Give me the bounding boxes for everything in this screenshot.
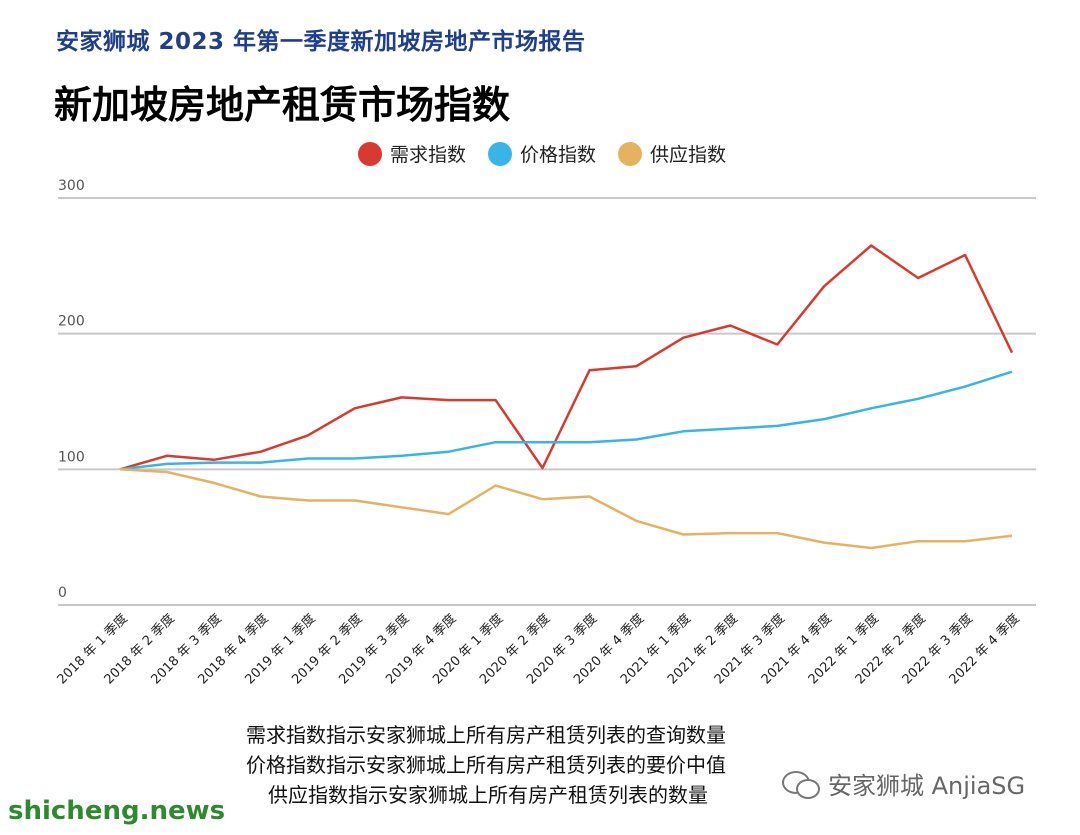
note-supply: 供应指数指示安家狮城上所有房产租赁列表的数量 bbox=[268, 783, 708, 807]
series-line-demand bbox=[119, 244, 1014, 471]
legend-item-demand: 需求指数 bbox=[358, 140, 466, 167]
brand-watermark-text: 安家狮城 AnjiaSG bbox=[828, 772, 1026, 800]
chart-title: 新加坡房地产租赁市场指数 bbox=[54, 83, 511, 127]
y-tick-label: 200 bbox=[58, 314, 85, 330]
y-tick-label: 300 bbox=[58, 178, 85, 194]
series-line-price bbox=[119, 370, 1013, 471]
legend-item-supply: 供应指数 bbox=[618, 140, 726, 167]
site-watermark: shicheng.news bbox=[8, 796, 226, 826]
legend-swatch-price bbox=[488, 141, 513, 166]
report-title: 安家狮城 2023 年第一季度新加坡房地产市场报告 bbox=[56, 29, 586, 55]
chart-notes: 需求指数指示安家狮城上所有房产租赁列表的查询数量 价格指数指示安家狮城上所有房产… bbox=[230, 720, 820, 810]
legend-label-price: 价格指数 bbox=[520, 144, 597, 166]
legend-swatch-demand bbox=[358, 141, 382, 166]
note-demand: 需求指数指示安家狮城上所有房产租赁列表的查询数量 bbox=[246, 723, 726, 747]
note-price: 价格指数指示安家狮城上所有房产租赁列表的要价中值 bbox=[246, 753, 726, 777]
legend-label-demand: 需求指数 bbox=[390, 144, 467, 166]
legend-item-price: 价格指数 bbox=[488, 140, 596, 167]
chart-legend: 需求指数 价格指数 供应指数 bbox=[358, 140, 726, 167]
legend-swatch-supply bbox=[618, 141, 643, 166]
y-tick-label: 0 bbox=[58, 585, 67, 601]
legend-label-supply: 供应指数 bbox=[650, 144, 727, 166]
wechat-icon bbox=[782, 769, 820, 799]
series-line-supply bbox=[119, 468, 1013, 550]
y-tick-label: 100 bbox=[58, 449, 85, 465]
brand-watermark: 安家狮城 AnjiaSG bbox=[782, 766, 1025, 801]
